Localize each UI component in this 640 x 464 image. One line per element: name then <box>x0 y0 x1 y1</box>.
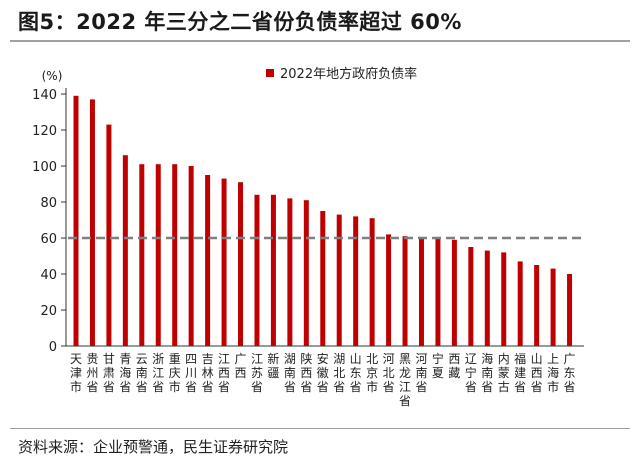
x-tick-label: 甘肃省 <box>103 352 115 394</box>
x-tick-label: 湖北省 <box>333 351 345 394</box>
x-tick-label: 山西省 <box>531 352 543 394</box>
x-tick-label: 河北省 <box>383 352 395 394</box>
x-tick-label: 天津市 <box>70 352 82 394</box>
x-tick-label: 海南省 <box>481 351 493 394</box>
x-tick-label: 贵州省 <box>86 352 98 394</box>
bar <box>73 95 79 346</box>
y-tick-label: 140 <box>32 88 57 103</box>
x-tick-label: 云南省 <box>136 352 148 394</box>
x-tick-label: 北京市 <box>366 352 378 394</box>
x-tick-label: 宁夏 <box>432 351 444 380</box>
bars <box>73 95 573 347</box>
x-tick-label: 安徽省 <box>317 351 329 394</box>
x-tick-label: 江西省 <box>218 352 230 394</box>
bar <box>353 216 359 346</box>
bar <box>468 247 474 346</box>
bar <box>287 198 293 346</box>
y-tick-label: 80 <box>40 196 57 211</box>
x-tick-label: 陕西省 <box>300 351 312 394</box>
bar <box>303 200 309 346</box>
x-tick-label: 四川省 <box>185 352 197 394</box>
bar <box>139 164 145 346</box>
bar <box>254 194 260 346</box>
x-tick-label: 河南省 <box>415 352 427 394</box>
bar <box>106 124 112 346</box>
x-tick-label: 吉林省 <box>202 352 214 394</box>
bar <box>89 99 95 347</box>
bar <box>188 166 194 346</box>
x-tick-label: 黑龙江省 <box>399 352 411 408</box>
y-axis-unit: (%) <box>42 69 63 83</box>
bar-chart: 0 20 40 60 80 100 120 140 (%) 天津市贵州省甘肃省青海省云南省浙江省… <box>32 66 584 408</box>
legend-swatch <box>266 69 274 77</box>
bar <box>451 239 457 346</box>
x-tick-label: 辽宁省 <box>465 352 477 394</box>
bar <box>550 268 556 346</box>
x-tick-label: 广东省 <box>564 352 576 394</box>
source-divider <box>10 428 630 429</box>
bar <box>270 194 276 346</box>
legend-label: 2022年地方政府负债率 <box>280 66 417 82</box>
bar <box>402 236 408 346</box>
source-note: 资料来源：企业预警通，民生证券研究院 <box>18 438 289 456</box>
bar <box>172 164 178 346</box>
title-divider <box>10 40 630 42</box>
x-tick-label: 上海市 <box>547 352 559 394</box>
bar <box>238 182 244 346</box>
bar <box>501 252 507 346</box>
y-tick-label: 100 <box>32 160 57 175</box>
bar <box>534 265 540 346</box>
x-tick-label: 福建省 <box>514 351 526 394</box>
bar <box>484 250 490 346</box>
bar <box>435 238 441 346</box>
bar <box>320 211 326 346</box>
y-tick-label: 0 <box>49 340 57 355</box>
x-tick-label: 青海省 <box>119 352 131 394</box>
x-tick-label: 湖南省 <box>284 351 296 394</box>
bar <box>336 214 342 346</box>
x-tick-label: 西藏 <box>448 352 460 380</box>
x-tick-label: 山东省 <box>350 352 362 394</box>
x-tick-label: 重庆市 <box>169 352 181 394</box>
bar <box>386 234 392 346</box>
bar <box>567 274 573 346</box>
bar <box>122 155 128 346</box>
figure-title: 图5：2022 年三分之二省份负债率超过 60% <box>18 10 462 34</box>
legend: 2022年地方政府负债率 <box>266 66 417 82</box>
bar <box>155 164 161 346</box>
bar <box>517 261 523 346</box>
x-tick-label: 广西 <box>235 352 247 380</box>
x-tick-label: 新疆 <box>267 351 279 380</box>
bar <box>418 238 424 346</box>
y-tick-label: 120 <box>32 124 57 139</box>
bar <box>369 218 375 346</box>
y-tick-label: 60 <box>40 232 57 247</box>
bar <box>221 178 227 346</box>
y-tick-label: 20 <box>40 304 57 319</box>
x-tick-label: 浙江省 <box>152 352 164 394</box>
x-tick-label: 江苏省 <box>251 352 263 394</box>
x-tick-label: 内蒙古 <box>498 352 510 394</box>
x-axis-labels: 天津市贵州省甘肃省青海省云南省浙江省重庆市四川省吉林省江西省广西江苏省新疆湖南省… <box>70 351 576 408</box>
y-tick-label: 40 <box>40 268 57 283</box>
bar <box>205 175 211 346</box>
